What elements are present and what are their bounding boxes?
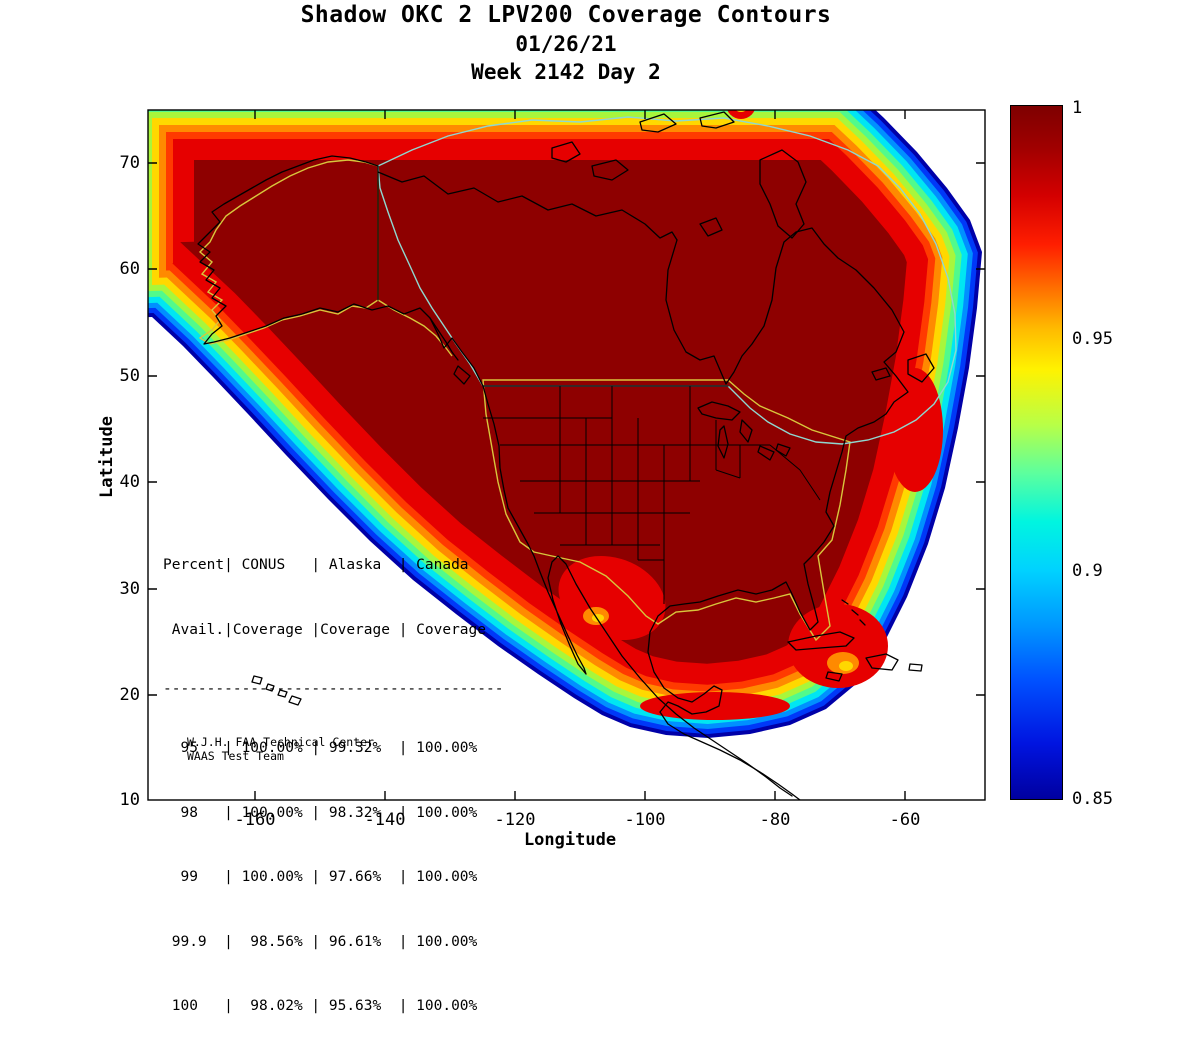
x-tick-label: -60 (889, 810, 921, 830)
coverage-table-row: 99.9 | 98.56% | 96.61% | 100.00% (163, 933, 478, 950)
plot-title: Shadow OKC 2 LPV200 Coverage Contours 01… (0, 2, 1132, 84)
contour-bands (148, 110, 982, 738)
coastlines (197, 111, 935, 800)
x-tick-label: -160 (234, 810, 276, 830)
y-tick-label: 60 (119, 259, 140, 279)
credit-line-1: W.J.H. FAA Technical Center (187, 735, 374, 749)
title-line-2: 01/26/21 (515, 32, 617, 56)
x-tick-label: -120 (494, 810, 536, 830)
contour-patches (558, 110, 943, 720)
y-tick-label: 30 (119, 579, 140, 599)
y-tick-label: 10 (119, 790, 140, 810)
coverage-table-separator: --------------------------------------- (163, 681, 504, 697)
coverage-table-row: 98 | 100.00% | 98.32% | 100.00% (163, 804, 478, 821)
colorbar-label: 1 (1072, 98, 1083, 118)
credit-text: W.J.H. FAA Technical Center WAAS Test Te… (187, 735, 374, 763)
figure: Shadow OKC 2 LPV200 Coverage Contours 01… (0, 2, 1132, 1014)
y-tick-label: 20 (119, 685, 140, 705)
x-axis-title: Longitude (523, 830, 617, 850)
coverage-table-row: 99 | 100.00% | 97.66% | 100.00% (163, 869, 478, 885)
colorbar (1010, 105, 1063, 800)
x-tick-label: -140 (364, 810, 406, 830)
coverage-table: Percent| CONUS | Alaska | Canada Avail.|… (163, 512, 503, 1061)
credit-line-2: WAAS Test Team (187, 749, 284, 763)
y-tick-label: 50 (119, 366, 140, 386)
coverage-table-header-2: Avail.|Coverage |Coverage | Coverage (163, 621, 487, 638)
x-tick-label: -100 (624, 810, 666, 830)
coverage-table-row: 100 | 98.02% | 95.63% | 100.00% (163, 998, 478, 1014)
colorbar-label: 0.9 (1072, 561, 1103, 581)
y-tick-label: 70 (119, 153, 140, 173)
axes-frame (147, 109, 986, 801)
y-axis-title: Latitude (97, 416, 117, 498)
y-tick-label: 40 (119, 472, 140, 492)
colorbar-label: 0.95 (1072, 329, 1113, 349)
state-borders (483, 386, 821, 604)
conus-alaska-boundary (198, 159, 851, 642)
title-line-1: Shadow OKC 2 LPV200 Coverage Contours (300, 2, 832, 28)
colorbar-label: 0.85 (1072, 789, 1113, 809)
title-line-3: Week 2142 Day 2 (471, 60, 661, 84)
coverage-table-header-1: Percent| CONUS | Alaska | Canada (163, 557, 469, 573)
coverage-map-plot (147, 109, 1063, 801)
x-tick-label: -80 (759, 810, 791, 830)
coverage-table-row: 95 | 100.00% | 99.32% | 100.00% (163, 740, 478, 756)
